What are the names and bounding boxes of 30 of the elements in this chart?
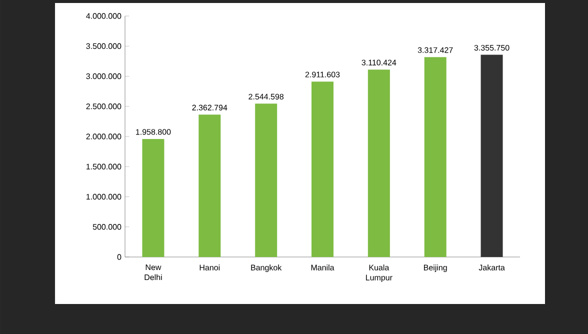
y-tick-label: 0: [117, 254, 122, 260]
y-tick-label: 1.500.000: [86, 164, 122, 170]
x-tick-label: Kuala Lumpur: [366, 264, 392, 282]
y-tick-label: 3.000.000: [86, 73, 122, 80]
bar: [312, 82, 334, 257]
x-tick-label: Hanoi: [200, 264, 220, 270]
data-label: 2.544.598: [248, 94, 284, 100]
y-tick-label: 3.500.000: [86, 43, 122, 49]
bar: [480, 54, 503, 257]
x-tick-label: Beijing: [424, 264, 447, 272]
bar: [142, 138, 164, 257]
bar: [368, 70, 390, 257]
y-tick-label: 4.000.000: [86, 13, 122, 19]
bar: [255, 104, 278, 257]
data-label: 3.317.427: [418, 47, 453, 53]
x-tick-label: Jakarta: [478, 264, 505, 270]
data-label: 1.958.800: [136, 129, 171, 135]
data-label: 3.355.750: [474, 44, 510, 51]
data-label: 2.911.603: [305, 72, 340, 78]
bar: [198, 114, 221, 257]
data-label: 3.110.424: [362, 60, 396, 66]
x-tick-label: New Delhi: [144, 264, 162, 280]
data-label: 2.362.794: [192, 104, 228, 110]
y-tick-label: 500.000: [92, 224, 122, 230]
x-tick-label: Bangkok: [251, 264, 282, 272]
bar: [424, 57, 446, 257]
y-tick-label: 2.000.000: [86, 134, 122, 140]
y-tick-label: 2.500.000: [86, 104, 122, 110]
x-tick-label: Manila: [311, 264, 334, 270]
y-tick-label: 1.000.000: [86, 194, 122, 200]
